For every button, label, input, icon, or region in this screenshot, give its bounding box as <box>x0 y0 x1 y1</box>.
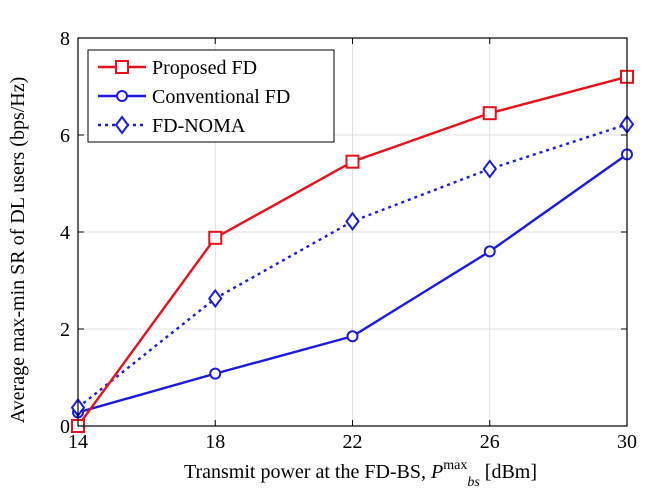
legend-label: FD-NOMA <box>152 115 246 137</box>
x-tick-label: 14 <box>68 431 88 453</box>
data-point <box>482 159 497 179</box>
data-point <box>483 245 496 258</box>
data-point <box>209 367 222 380</box>
y-axis-title: Average max-min SR of DL users (bps/Hz) <box>7 77 29 424</box>
x-tick-label: 18 <box>205 431 225 453</box>
legend-swatch-marker <box>114 115 130 135</box>
x-tick-label: 26 <box>480 431 500 453</box>
ticks: 14 18 22 26 30 0 2 4 6 8 <box>60 28 637 453</box>
legend-label: Proposed FD <box>152 57 257 79</box>
legend-swatch-marker <box>116 90 128 102</box>
data-point <box>346 330 359 343</box>
data-point <box>208 230 223 245</box>
y-tick-label: 8 <box>60 28 70 50</box>
legend: Proposed FD Conventional FD FD-NOMA <box>87 49 335 143</box>
data-point <box>208 288 223 309</box>
legend-swatch-marker <box>115 60 129 74</box>
y-tick-label: 0 <box>60 416 70 438</box>
series-line <box>77 123 628 409</box>
x-tick-label: 30 <box>617 431 637 453</box>
data-point <box>482 106 497 121</box>
data-point <box>345 154 360 169</box>
x-tick-label: 22 <box>343 431 363 453</box>
legend-label: Conventional FD <box>152 86 290 108</box>
y-tick-label: 6 <box>60 125 70 147</box>
y-tick-label: 2 <box>60 319 70 341</box>
data-point <box>345 211 360 231</box>
y-tick-label: 4 <box>60 222 70 244</box>
x-axis-title: Transmit power at the FD-BS, Pmaxbs [dBm… <box>184 458 537 490</box>
